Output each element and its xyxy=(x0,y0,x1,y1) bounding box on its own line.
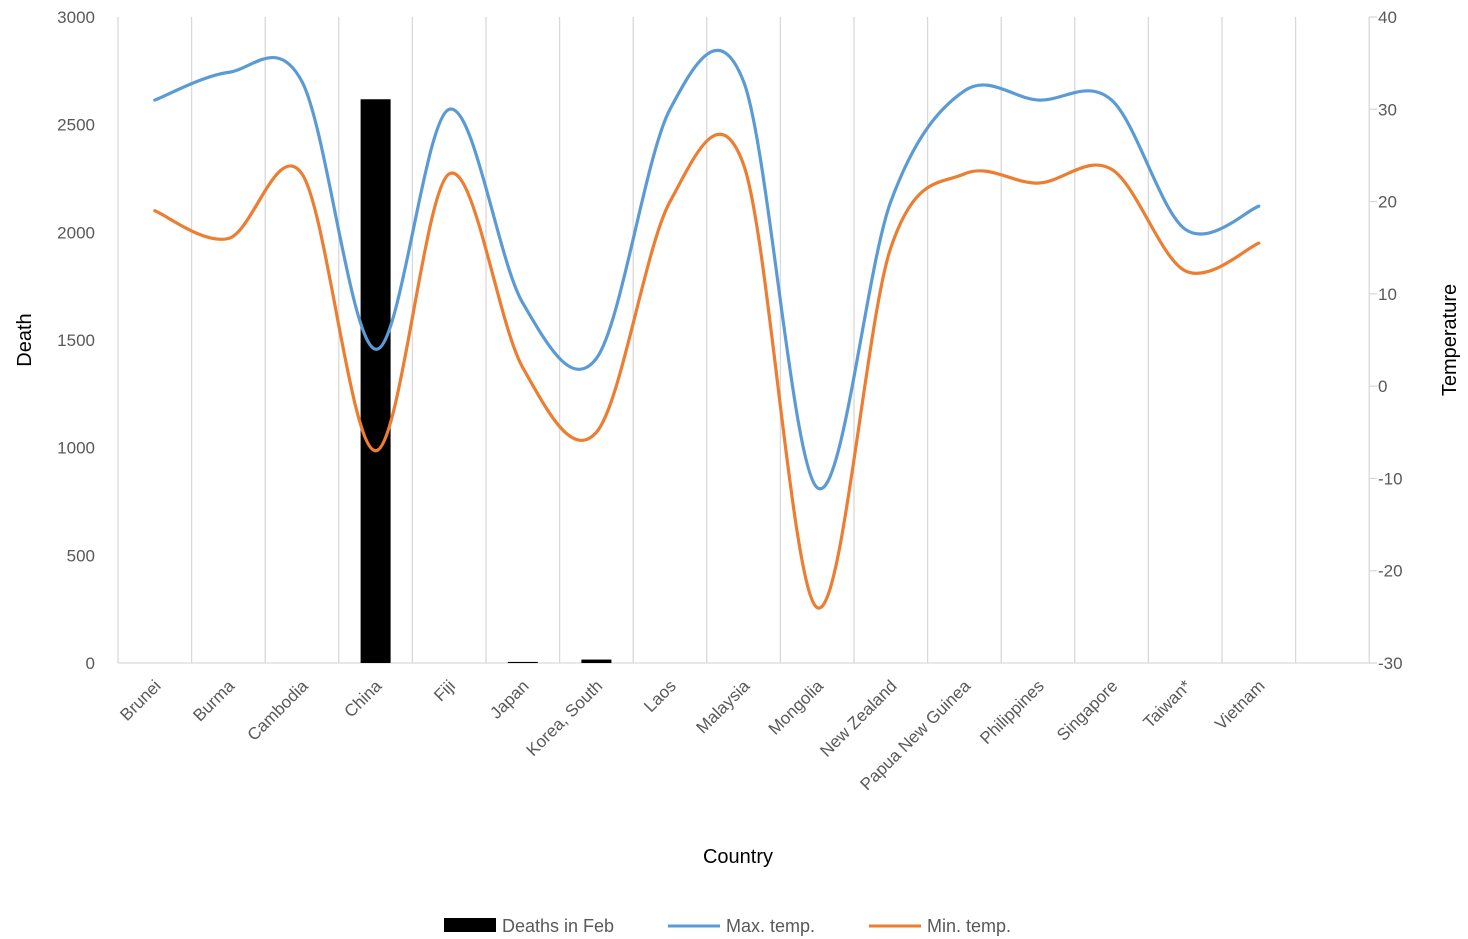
y-axis-left-title: Death xyxy=(14,313,36,366)
y-right-tick-label: 30 xyxy=(1378,100,1397,119)
x-axis-ticks: Brunei Burma Cambodia China Fiji JapanKorea, … xyxy=(116,676,1268,794)
y-left-tick-label: 2500 xyxy=(57,116,95,135)
x-tick-label: Mongolia xyxy=(765,676,828,739)
x-tick-label: Cambodia xyxy=(244,676,313,745)
x-tick-label: Brunei xyxy=(116,676,164,724)
bar-deaths-in-feb xyxy=(360,99,391,664)
y-right-tick-label: 0 xyxy=(1378,377,1387,396)
x-tick-label: Taiwan* xyxy=(1139,676,1195,732)
y-left-tick-label: 3000 xyxy=(57,8,95,27)
x-tick-label: Vietnam xyxy=(1211,676,1268,733)
y-right-tick-label: -30 xyxy=(1378,654,1403,673)
grid-lines xyxy=(117,17,1370,663)
x-tick-label: Korea, South xyxy=(523,676,607,760)
x-tick-label: Philippines xyxy=(976,676,1048,748)
x-axis-title: Country xyxy=(703,846,773,868)
y-left-tick-label: 1500 xyxy=(57,331,95,350)
line-min-temp xyxy=(153,132,1261,610)
legend: Deaths in Feb Max. temp. Min. temp. xyxy=(444,916,1011,936)
y-axis-right-title: Temperature xyxy=(1439,284,1461,396)
y-right-tick-label: 40 xyxy=(1378,8,1397,27)
legend-swatch-deaths xyxy=(444,918,496,932)
x-tick-label: China xyxy=(341,676,386,721)
y-left-tick-label: 0 xyxy=(86,654,95,673)
y-left-tick-label: 500 xyxy=(67,546,95,565)
x-tick-label: Malaysia xyxy=(693,676,754,737)
y-axis-left-ticks: 0 500 1000 1500 2000 2500 3000 xyxy=(57,8,95,673)
y-left-tick-label: 2000 xyxy=(57,223,95,242)
y-axis-right-ticks: -30 -20 -10 0 10 20 30 40 xyxy=(1369,8,1403,673)
x-tick-label: Laos xyxy=(640,676,680,716)
bar-deaths-in-feb xyxy=(507,661,538,663)
y-left-tick-label: 1000 xyxy=(57,439,95,458)
legend-label-deaths: Deaths in Feb xyxy=(502,916,614,936)
line-series xyxy=(153,48,1261,610)
x-tick-label: Burma xyxy=(189,676,238,725)
y-right-tick-label: 20 xyxy=(1378,193,1397,212)
y-right-tick-label: -10 xyxy=(1378,469,1403,488)
y-right-tick-label: -20 xyxy=(1378,562,1403,581)
y-right-tick-label: 10 xyxy=(1378,285,1397,304)
bar-series xyxy=(360,99,612,664)
x-tick-label: Fiji xyxy=(430,676,459,705)
legend-label-min-temp: Min. temp. xyxy=(927,916,1011,936)
legend-label-max-temp: Max. temp. xyxy=(726,916,815,936)
x-tick-label: Japan xyxy=(486,676,532,722)
line-max-temp xyxy=(153,48,1261,491)
bar-deaths-in-feb xyxy=(581,659,612,663)
x-tick-label: Singapore xyxy=(1053,676,1121,744)
